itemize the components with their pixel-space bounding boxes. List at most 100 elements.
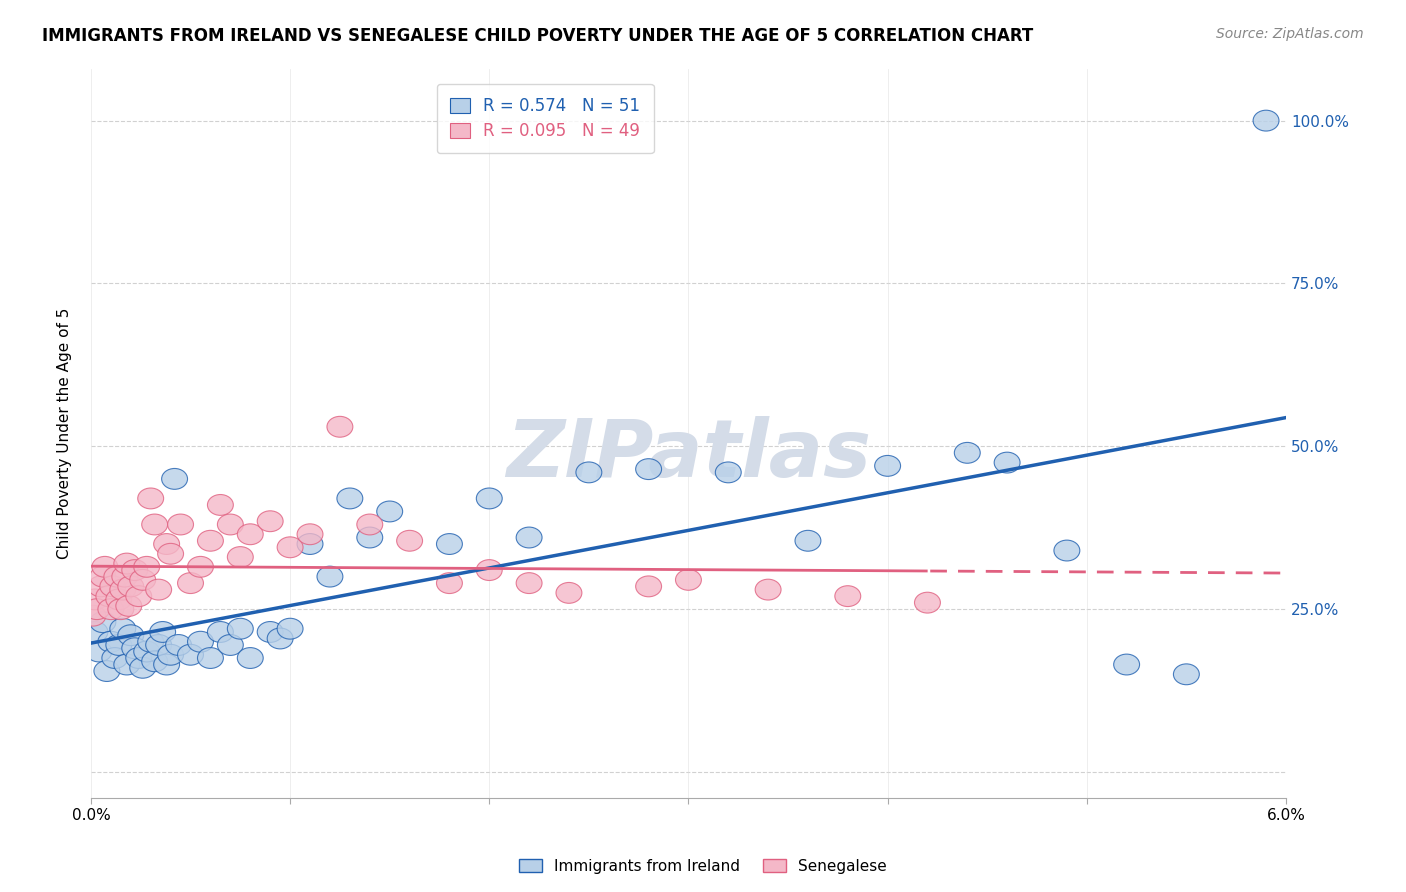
Ellipse shape bbox=[122, 559, 148, 581]
Ellipse shape bbox=[328, 417, 353, 437]
Ellipse shape bbox=[675, 569, 702, 591]
Ellipse shape bbox=[157, 644, 184, 665]
Text: Source: ZipAtlas.com: Source: ZipAtlas.com bbox=[1216, 27, 1364, 41]
Ellipse shape bbox=[396, 531, 423, 551]
Ellipse shape bbox=[1174, 664, 1199, 685]
Ellipse shape bbox=[146, 634, 172, 656]
Ellipse shape bbox=[208, 494, 233, 516]
Ellipse shape bbox=[167, 514, 194, 535]
Ellipse shape bbox=[955, 442, 980, 463]
Ellipse shape bbox=[110, 579, 136, 600]
Ellipse shape bbox=[636, 576, 662, 597]
Y-axis label: Child Poverty Under the Age of 5: Child Poverty Under the Age of 5 bbox=[58, 308, 72, 559]
Ellipse shape bbox=[716, 462, 741, 483]
Ellipse shape bbox=[110, 618, 136, 640]
Ellipse shape bbox=[1054, 541, 1080, 561]
Ellipse shape bbox=[108, 599, 134, 620]
Ellipse shape bbox=[100, 576, 125, 597]
Ellipse shape bbox=[153, 533, 180, 555]
Ellipse shape bbox=[80, 606, 105, 626]
Ellipse shape bbox=[125, 586, 152, 607]
Ellipse shape bbox=[228, 618, 253, 640]
Ellipse shape bbox=[555, 582, 582, 603]
Ellipse shape bbox=[297, 524, 323, 545]
Ellipse shape bbox=[267, 628, 292, 648]
Ellipse shape bbox=[516, 527, 543, 548]
Ellipse shape bbox=[218, 634, 243, 656]
Ellipse shape bbox=[208, 622, 233, 642]
Ellipse shape bbox=[122, 638, 148, 658]
Ellipse shape bbox=[187, 557, 214, 577]
Ellipse shape bbox=[129, 657, 156, 678]
Ellipse shape bbox=[91, 557, 118, 577]
Ellipse shape bbox=[377, 501, 402, 522]
Ellipse shape bbox=[114, 654, 139, 675]
Ellipse shape bbox=[90, 566, 115, 587]
Ellipse shape bbox=[636, 458, 662, 480]
Text: IMMIGRANTS FROM IRELAND VS SENEGALESE CHILD POVERTY UNDER THE AGE OF 5 CORRELATI: IMMIGRANTS FROM IRELAND VS SENEGALESE CH… bbox=[42, 27, 1033, 45]
Ellipse shape bbox=[297, 533, 323, 555]
Ellipse shape bbox=[794, 531, 821, 551]
Ellipse shape bbox=[197, 648, 224, 668]
Ellipse shape bbox=[134, 557, 160, 577]
Ellipse shape bbox=[166, 634, 191, 656]
Ellipse shape bbox=[755, 579, 782, 600]
Ellipse shape bbox=[129, 569, 156, 591]
Ellipse shape bbox=[277, 537, 304, 558]
Ellipse shape bbox=[157, 543, 184, 565]
Ellipse shape bbox=[238, 524, 263, 545]
Ellipse shape bbox=[118, 576, 143, 597]
Ellipse shape bbox=[105, 589, 132, 610]
Ellipse shape bbox=[118, 624, 143, 646]
Ellipse shape bbox=[94, 661, 120, 681]
Ellipse shape bbox=[98, 599, 124, 620]
Ellipse shape bbox=[82, 589, 108, 610]
Ellipse shape bbox=[162, 468, 187, 490]
Legend: Immigrants from Ireland, Senegalese: Immigrants from Ireland, Senegalese bbox=[513, 853, 893, 880]
Ellipse shape bbox=[436, 533, 463, 555]
Ellipse shape bbox=[238, 648, 263, 668]
Ellipse shape bbox=[187, 632, 214, 652]
Ellipse shape bbox=[835, 586, 860, 607]
Ellipse shape bbox=[337, 488, 363, 508]
Ellipse shape bbox=[84, 599, 110, 620]
Ellipse shape bbox=[142, 514, 167, 535]
Ellipse shape bbox=[112, 566, 138, 587]
Ellipse shape bbox=[146, 579, 172, 600]
Ellipse shape bbox=[228, 547, 253, 567]
Ellipse shape bbox=[316, 566, 343, 587]
Ellipse shape bbox=[138, 488, 163, 508]
Ellipse shape bbox=[477, 488, 502, 508]
Ellipse shape bbox=[197, 531, 224, 551]
Ellipse shape bbox=[90, 612, 115, 632]
Ellipse shape bbox=[89, 576, 114, 597]
Ellipse shape bbox=[96, 586, 122, 607]
Ellipse shape bbox=[436, 573, 463, 593]
Ellipse shape bbox=[576, 462, 602, 483]
Ellipse shape bbox=[149, 622, 176, 642]
Ellipse shape bbox=[1114, 654, 1140, 675]
Ellipse shape bbox=[134, 641, 160, 662]
Ellipse shape bbox=[257, 622, 283, 642]
Ellipse shape bbox=[138, 632, 163, 652]
Ellipse shape bbox=[914, 592, 941, 613]
Ellipse shape bbox=[177, 573, 204, 593]
Ellipse shape bbox=[257, 511, 283, 532]
Ellipse shape bbox=[98, 632, 124, 652]
Ellipse shape bbox=[357, 514, 382, 535]
Ellipse shape bbox=[142, 651, 167, 672]
Ellipse shape bbox=[125, 648, 152, 668]
Ellipse shape bbox=[277, 618, 304, 640]
Ellipse shape bbox=[177, 644, 204, 665]
Ellipse shape bbox=[82, 622, 108, 642]
Ellipse shape bbox=[875, 456, 901, 476]
Ellipse shape bbox=[516, 573, 543, 593]
Ellipse shape bbox=[477, 559, 502, 581]
Ellipse shape bbox=[153, 654, 180, 675]
Ellipse shape bbox=[114, 553, 139, 574]
Ellipse shape bbox=[105, 634, 132, 656]
Text: ZIPatlas: ZIPatlas bbox=[506, 417, 870, 494]
Ellipse shape bbox=[101, 648, 128, 668]
Ellipse shape bbox=[115, 596, 142, 616]
Ellipse shape bbox=[218, 514, 243, 535]
